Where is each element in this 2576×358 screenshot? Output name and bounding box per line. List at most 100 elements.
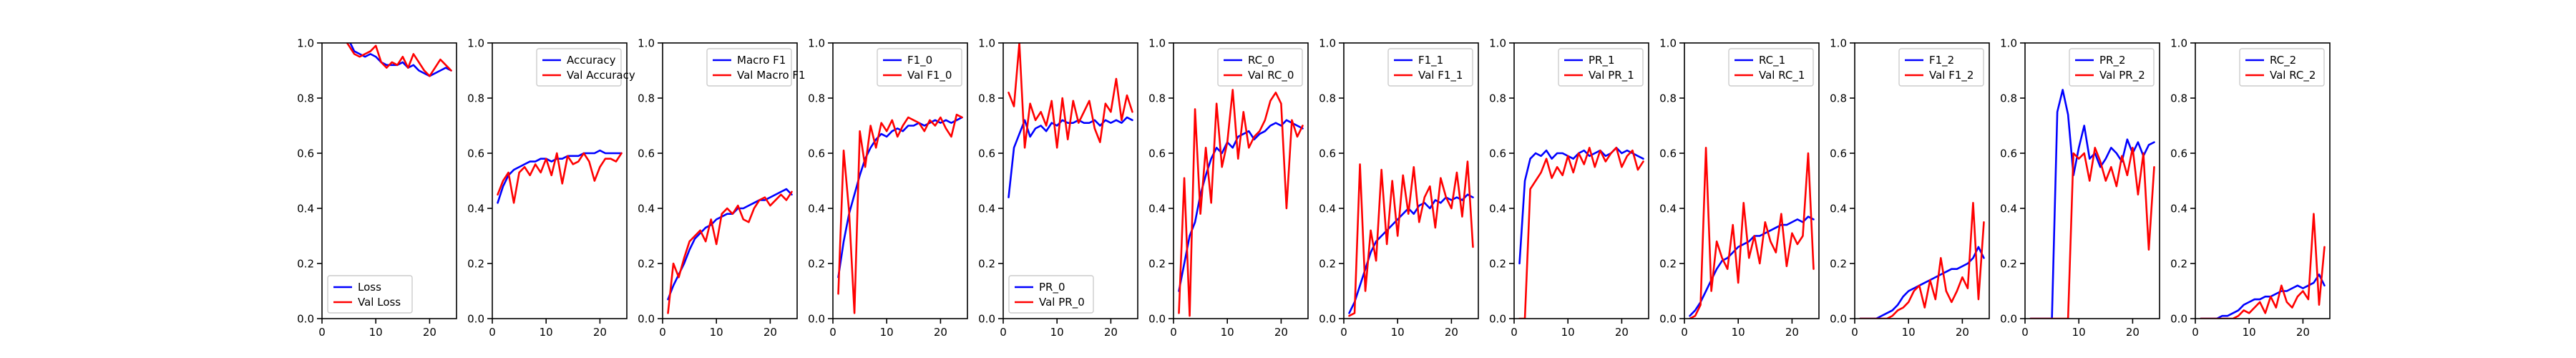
axes-frame [2195, 42, 2331, 319]
x-tick-label: 20 [1615, 326, 1629, 339]
legend: RC_2 Val RC_2 [2239, 48, 2325, 87]
series-line-val-accuracy [497, 152, 623, 204]
x-tick-label: 10 [1391, 326, 1405, 339]
y-tick-label: 1.0 [1319, 37, 1336, 49]
plot-area [497, 149, 623, 204]
y-tick-label: 0.8 [1319, 92, 1336, 105]
legend-label: Val RC_2 [2270, 69, 2316, 82]
series-line-val-loss [346, 43, 452, 77]
y-tick-label: 0.2 [978, 257, 995, 270]
x-tick-label: 20 [2126, 326, 2140, 339]
legend-box [536, 48, 622, 87]
plot-area [2200, 213, 2326, 319]
chart-panel-9: 0 10 20 0.0 0.2 0.4 0.6 0.8 1.0 RC_1 Val RC_1 [1659, 37, 1820, 339]
y-tick-label: 1.0 [808, 37, 825, 49]
y-tick-label: 0.8 [2000, 92, 2017, 105]
chart-panel-12: 0 10 20 0.0 0.2 0.4 0.6 0.8 1.0 RC_2 Val RC_2 [2170, 37, 2331, 339]
series-line-pr-1 [1518, 147, 1644, 265]
x-tick-label: 10 [2072, 326, 2086, 339]
y-tick-label: 0.0 [808, 312, 825, 325]
y-tick-label: 0.0 [1830, 312, 1847, 325]
y-tick-label: 0.6 [1830, 147, 1847, 160]
x-tick-label: 20 [593, 326, 607, 339]
y-tick-label: 0.8 [978, 92, 995, 105]
y-tick-label: 0.0 [978, 312, 995, 325]
y-tick-label: 0.4 [2000, 202, 2017, 215]
y-tick-label: 0.8 [1148, 92, 1166, 105]
y-tick-label: 0.4 [1830, 202, 1847, 215]
legend-box [877, 48, 962, 87]
x-tick-label: 10 [1902, 326, 1916, 339]
x-tick-label: 20 [934, 326, 947, 339]
axes-frame [492, 42, 628, 319]
legend-label: Val RC_0 [1248, 69, 1294, 82]
y-tick-label: 1.0 [2000, 37, 2017, 49]
axes-frame [832, 42, 968, 319]
x-tick-label: 0 [1000, 326, 1007, 339]
x-tick-label: 20 [1445, 326, 1458, 339]
legend-label: RC_2 [2270, 54, 2296, 67]
chart-panel-3: 0 10 20 0.0 0.2 0.4 0.6 0.8 1.0 Macro F1 Val Macro… [638, 37, 805, 339]
chart-panel-4: 0 10 20 0.0 0.2 0.4 0.6 0.8 1.0 F1_0 Val F1_0 [808, 37, 968, 339]
chart-panel-5: 0 10 20 0.0 0.2 0.4 0.6 0.8 1.0 PR_0 Val PR_0 [978, 37, 1138, 339]
axes-frame [1684, 42, 1820, 319]
x-tick-label: 0 [659, 326, 666, 339]
x-tick-label: 0 [1851, 326, 1858, 339]
axes-frame [1173, 42, 1309, 319]
legend-box [2239, 48, 2325, 87]
series-line-val-rc-0 [1178, 89, 1304, 317]
legend: PR_1 Val PR_1 [1558, 48, 1644, 87]
y-tick-label: 0.0 [2000, 312, 2017, 325]
chart-panel-1: 0 10 20 0.0 0.2 0.4 0.6 0.8 1.0 Loss Val Loss [297, 37, 457, 339]
y-tick-label: 1.0 [638, 37, 655, 49]
legend-box [1898, 48, 1984, 87]
legend-label: Val Macro F1 [737, 69, 806, 82]
legend-label: Val PR_1 [1589, 69, 1634, 82]
y-tick-label: 0.6 [808, 147, 825, 160]
series-line-val-rc-1 [1689, 147, 1815, 319]
y-tick-label: 0.0 [1489, 312, 1506, 325]
x-tick-label: 0 [1170, 326, 1177, 339]
y-tick-label: 1.0 [467, 37, 484, 49]
plot-area [667, 188, 793, 314]
y-tick-label: 0.8 [638, 92, 655, 105]
y-tick-label: 0.2 [1489, 257, 1506, 270]
y-tick-label: 0.2 [638, 257, 655, 270]
y-tick-label: 0.2 [467, 257, 484, 270]
legend: RC_1 Val RC_1 [1728, 48, 1814, 87]
series-line-val-pr-0 [1008, 43, 1133, 149]
legend-label: PR_1 [1589, 54, 1615, 67]
plot-area [1178, 89, 1304, 317]
y-tick-label: 0.0 [1148, 312, 1166, 325]
series-line-val-rc-2 [2200, 213, 2326, 319]
y-tick-label: 0.4 [297, 202, 314, 215]
x-tick-label: 0 [2192, 326, 2199, 339]
y-tick-label: 0.4 [1148, 202, 1166, 215]
y-tick-label: 0.6 [1148, 147, 1166, 160]
y-tick-label: 0.6 [1319, 147, 1336, 160]
plot-area [1859, 201, 1985, 319]
legend-label: F1_1 [1418, 54, 1443, 67]
x-tick-label: 20 [1274, 326, 1288, 339]
y-tick-label: 0.8 [1659, 92, 1677, 105]
y-tick-label: 0.4 [1659, 202, 1677, 215]
legend-box [1387, 48, 1473, 87]
x-tick-label: 20 [1956, 326, 1969, 339]
plot-area [837, 113, 963, 314]
x-tick-label: 10 [880, 326, 894, 339]
y-tick-label: 0.8 [297, 92, 314, 105]
legend-label: F1_0 [907, 54, 932, 67]
y-tick-label: 0.2 [1148, 257, 1166, 270]
chart-panel-10: 0 10 20 0.0 0.2 0.4 0.6 0.8 1.0 F1_2 Val F1_2 [1830, 37, 1990, 339]
x-tick-label: 0 [489, 326, 496, 339]
y-tick-label: 0.0 [638, 312, 655, 325]
axes-frame [1513, 42, 1649, 319]
axes-frame [1343, 42, 1479, 319]
legend-label: RC_1 [1759, 54, 1785, 67]
series-line-val-f1-2 [1859, 201, 1985, 319]
series-line-rc-2 [2200, 274, 2326, 319]
legend-box [327, 275, 413, 314]
y-tick-label: 0.8 [467, 92, 484, 105]
y-tick-label: 0.4 [1489, 202, 1506, 215]
chart-panel-8: 0 10 20 0.0 0.2 0.4 0.6 0.8 1.0 PR_1 Val PR_1 [1489, 37, 1649, 339]
